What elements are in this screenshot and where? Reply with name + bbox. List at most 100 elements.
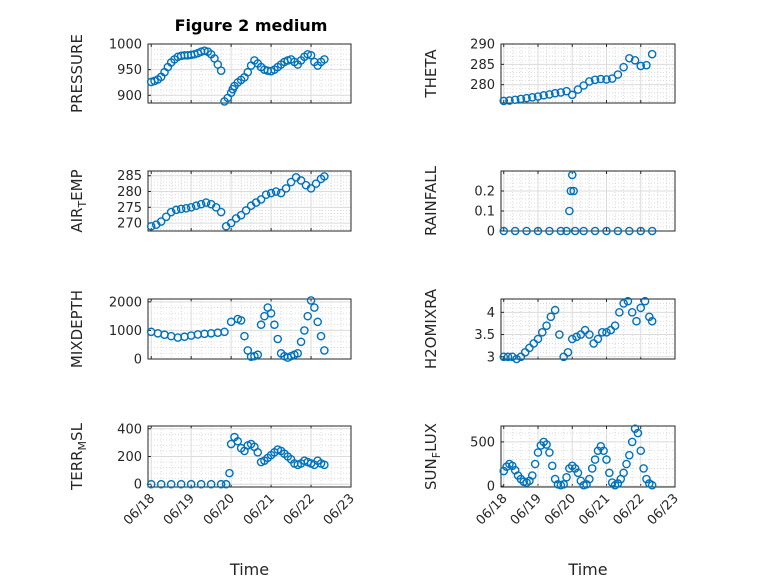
data-point	[510, 95, 520, 105]
data-point	[508, 352, 517, 362]
data-point	[271, 187, 281, 196]
data-point	[563, 348, 573, 357]
x-tick-label: 06/20	[542, 491, 579, 528]
y-axis-label: MIXDEPTH	[68, 290, 86, 368]
x-tick-label: 06/18	[121, 491, 158, 528]
y-tick-label: 290	[470, 38, 495, 53]
data-point	[191, 201, 201, 211]
data-point	[236, 210, 246, 220]
y-tick-label: 900	[117, 89, 142, 104]
data-point	[622, 459, 631, 469]
x-tick-label: 06/18	[473, 491, 510, 528]
data-point	[176, 479, 186, 489]
data-point	[320, 172, 329, 181]
subplot-8: 0 500 SUNFLUX 06/1806/1906/2006/2106/2206/2…	[422, 423, 682, 579]
y-tick-label: 280	[470, 78, 495, 93]
y-tick-label: 285	[470, 58, 495, 73]
y-axis-label: TERRMSL	[68, 422, 89, 491]
data-point	[243, 67, 253, 77]
y-tick-label: 3.5	[474, 328, 495, 343]
data-point	[516, 352, 526, 362]
data-point	[306, 184, 316, 193]
x-tick-label: 06/23	[645, 491, 682, 528]
data-point	[166, 479, 176, 489]
data-point	[156, 217, 166, 226]
y-tick-label: 3	[487, 350, 495, 365]
data-point	[503, 352, 513, 362]
data-point	[632, 316, 641, 326]
data-point	[166, 207, 176, 217]
data-point	[565, 206, 574, 216]
data-point	[273, 334, 283, 344]
y-tick-label: 270	[117, 217, 142, 232]
data-point	[296, 337, 306, 347]
figure-title: Figure 2 medium	[175, 16, 328, 35]
y-tick-label: 0	[134, 478, 142, 493]
data-point	[206, 479, 216, 489]
x-tick-label: 06/20	[201, 491, 238, 528]
data-point	[146, 479, 156, 489]
data-point	[300, 326, 309, 335]
data-point	[256, 195, 266, 204]
data-point	[630, 55, 640, 65]
data-point	[505, 96, 514, 105]
data-point	[602, 75, 611, 84]
data-point	[547, 461, 557, 471]
data-point	[201, 198, 211, 207]
axes-border	[500, 43, 676, 104]
data-point	[545, 226, 554, 236]
data-point	[602, 328, 611, 337]
subplot-6: 3 3.5 4 H2OMIXRA	[422, 288, 676, 369]
data-point	[196, 479, 206, 489]
data-point	[590, 75, 600, 85]
data-point	[569, 186, 578, 196]
data-point	[276, 188, 286, 198]
data-point	[233, 436, 243, 446]
y-tick-label: 950	[117, 63, 142, 78]
data-point	[585, 77, 594, 86]
data-point	[597, 328, 607, 337]
data-point	[602, 226, 611, 236]
y-tick-label: 0	[487, 480, 495, 495]
data-point	[567, 170, 577, 180]
data-point	[530, 459, 540, 469]
y-axis-label: AIRTEMP	[68, 169, 89, 232]
data-point	[320, 346, 329, 355]
data-point	[161, 212, 171, 222]
data-point	[627, 308, 637, 317]
data-point	[599, 446, 608, 456]
x-tick-label: 06/21	[576, 491, 613, 528]
x-tick-label: 06/23	[321, 491, 358, 528]
data-point	[527, 471, 537, 480]
x-tick-label: 06/21	[241, 491, 278, 528]
data-point	[573, 468, 583, 478]
data-point	[625, 450, 634, 460]
data-point	[556, 226, 566, 236]
data-point	[306, 50, 316, 60]
data-point	[226, 218, 236, 228]
data-point	[316, 331, 326, 341]
data-point	[619, 468, 628, 478]
data-point	[286, 177, 296, 187]
data-point	[216, 66, 226, 75]
subplot-7: 0 200 400 TERRMSL 06/18 06/19 06/20 06/21 06/22 0…	[68, 422, 358, 579]
data-point	[627, 437, 637, 447]
data-point	[320, 55, 329, 64]
data-point	[636, 303, 646, 313]
data-point	[610, 321, 620, 330]
y-tick-label: 285	[117, 169, 142, 184]
data-point	[615, 308, 624, 317]
subplot-4: 0 0.1 0.2 RAINFALL	[422, 165, 676, 240]
data-point	[499, 226, 509, 236]
data-point	[512, 354, 521, 364]
data-point	[186, 479, 196, 489]
y-tick-label: 0	[134, 353, 142, 368]
data-point	[567, 90, 577, 100]
data-point	[311, 179, 321, 188]
data-point	[613, 226, 623, 236]
y-axis-label: SUNFLUX	[422, 423, 443, 490]
y-tick-label: 280	[117, 185, 142, 200]
data-point	[590, 226, 600, 236]
